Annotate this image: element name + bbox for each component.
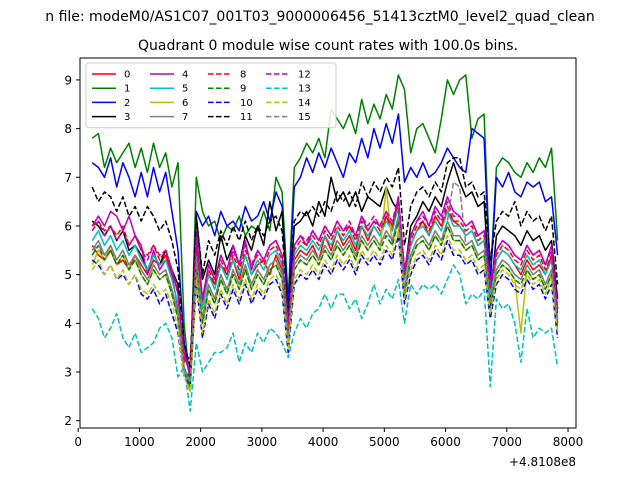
series-line-9 (91, 220, 559, 388)
legend-label-6: 6 (182, 98, 188, 109)
legend-label-14: 14 (298, 98, 311, 109)
y-tick-label: 4 (64, 317, 72, 331)
series-line-12 (91, 196, 559, 373)
x-axis: 0 1000 2000 3000 4000 5000 6000 7000 8000 (74, 428, 583, 449)
x-tick-label: 6000 (430, 435, 461, 449)
series-line-2 (91, 113, 559, 378)
x-tick-label: 8000 (553, 435, 584, 449)
y-tick-label: 2 (64, 414, 72, 428)
legend-label-8: 8 (240, 70, 246, 81)
x-tick-label: 5000 (369, 435, 400, 449)
x-axis-offset-label: +4.8108e8 (509, 455, 576, 469)
legend-label-13: 13 (298, 84, 311, 95)
legend-label-4: 4 (182, 70, 188, 81)
y-tick-label: 7 (64, 171, 72, 185)
y-tick-label: 5 (64, 268, 72, 282)
x-tick-label: 1000 (124, 435, 155, 449)
series-line-4 (91, 196, 559, 378)
legend-label-12: 12 (298, 70, 311, 81)
series-layer (91, 74, 559, 412)
legend-box (85, 62, 337, 129)
legend-label-15: 15 (298, 112, 311, 123)
legend-label-11: 11 (240, 112, 253, 123)
legend-label-3: 3 (124, 112, 130, 123)
legend-label-9: 9 (240, 84, 246, 95)
legend-label-1: 1 (124, 84, 130, 95)
x-tick-label: 7000 (492, 435, 523, 449)
y-tick-label: 8 (64, 122, 72, 136)
series-line-8 (91, 200, 559, 373)
x-tick-label: 3000 (247, 435, 278, 449)
series-line-13 (91, 264, 559, 412)
series-line-10 (91, 234, 559, 388)
x-tick-label: 4000 (308, 435, 339, 449)
legend-label-0: 0 (124, 70, 130, 81)
x-tick-label: 0 (74, 435, 82, 449)
y-tick-label: 3 (64, 366, 72, 380)
series-line-1 (91, 74, 559, 388)
legend-label-7: 7 (182, 112, 188, 123)
series-line-15 (91, 181, 559, 383)
series-line-11 (91, 157, 559, 368)
legend-label-5: 5 (182, 84, 188, 95)
legend-label-10: 10 (240, 98, 253, 109)
legend-label-2: 2 (124, 98, 130, 109)
y-tick-label: 9 (64, 73, 72, 87)
series-line-14 (91, 230, 559, 393)
chart-title: Quadrant 0 module wise count rates with … (138, 38, 518, 54)
y-tick-label: 6 (64, 219, 72, 233)
figure-suptitle: n file: modeM0/AS1C07_001T03_9000006456_… (45, 9, 594, 25)
y-axis: 2 3 4 5 6 7 8 9 (64, 73, 80, 428)
x-tick-label: 2000 (185, 435, 216, 449)
axes-frame (79, 57, 577, 429)
series-line-5 (91, 205, 559, 368)
